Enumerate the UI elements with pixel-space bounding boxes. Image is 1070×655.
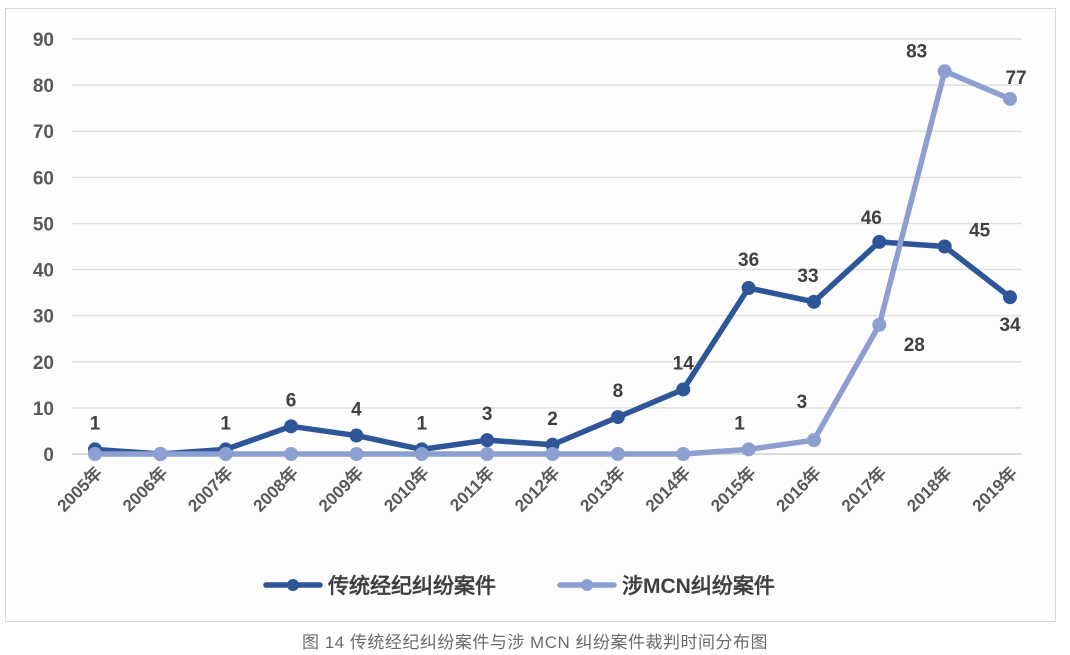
data-label: 3: [482, 404, 493, 425]
y-tick-label: 60: [33, 168, 54, 189]
legend-label: 传统经纪纠纷案件: [327, 574, 496, 598]
legend-item-traditional: 传统经纪纠纷案件: [263, 574, 496, 598]
data-point-marker: [284, 419, 299, 434]
data-point-marker: [480, 433, 495, 448]
data-point-marker: [545, 447, 560, 461]
data-label: 3: [797, 392, 808, 413]
data-label: 1: [220, 413, 231, 434]
x-tick-label: 2008年: [249, 463, 302, 516]
series-line: [92, 68, 1013, 457]
y-axis-ticks: 0 10 20 30 40 50 60 70 80 90: [33, 30, 54, 466]
data-label: 1: [734, 413, 745, 434]
x-tick-label: 2018年: [903, 463, 956, 516]
data-point-marker: [284, 447, 299, 461]
y-tick-label: 70: [33, 122, 54, 143]
legend-item-mcn: 涉MCN纠纷案件: [557, 574, 775, 598]
x-tick-label: 2016年: [772, 463, 825, 516]
series-mcn: [88, 64, 1018, 461]
x-tick-label: 2017年: [837, 463, 890, 516]
data-point-marker: [676, 447, 691, 461]
data-point-marker: [153, 447, 168, 461]
y-tick-label: 50: [33, 214, 54, 235]
data-point-marker: [88, 447, 102, 461]
data-label: 2: [547, 409, 558, 430]
data-point-marker: [676, 382, 691, 397]
data-label: 34: [999, 315, 1021, 336]
data-label: 28: [904, 335, 925, 356]
data-label: 83: [906, 41, 927, 62]
data-point-marker: [872, 317, 887, 332]
data-point-marker: [937, 239, 952, 254]
data-label: 14: [673, 353, 695, 374]
x-tick-label: 2007年: [184, 463, 237, 516]
data-point-marker: [806, 294, 821, 309]
x-axis-ticks: 2005年 2006年 2007年 2008年 2009年 2010年 2011年 2012年…: [53, 463, 1021, 516]
data-label: 77: [1005, 68, 1026, 89]
data-label: 1: [90, 413, 101, 434]
x-tick-label: 2011年: [446, 463, 498, 515]
data-point-marker: [741, 281, 756, 295]
x-tick-label: 2014年: [641, 463, 694, 516]
data-label: 1: [417, 413, 428, 434]
data-point-marker: [414, 447, 429, 461]
data-label: 6: [286, 390, 297, 411]
data-point-marker: [741, 442, 756, 457]
figure-caption: 图 14 传统经纪纠纷案件与涉 MCN 纠纷案件裁判时间分布图: [301, 633, 768, 652]
y-tick-label: 10: [33, 399, 54, 420]
data-point-marker: [218, 447, 233, 461]
data-point-marker: [610, 410, 625, 425]
data-point-marker: [1003, 91, 1018, 106]
x-tick-label: 2009年: [314, 463, 367, 516]
y-tick-label: 0: [43, 445, 54, 466]
x-tick-label: 2005年: [53, 463, 106, 516]
x-tick-label: 2019年: [968, 463, 1021, 516]
line-chart: 0 10 20 30 40 50 60 70 80 90 2005年 2006年 2007年 2008年…: [33, 30, 1027, 598]
x-tick-label: 2012年: [510, 463, 563, 516]
x-tick-label: 2010年: [380, 463, 433, 516]
data-point-marker: [1003, 290, 1018, 305]
legend-label: 涉MCN纠纷案件: [622, 574, 775, 598]
x-tick-label: 2013年: [576, 463, 629, 516]
y-tick-label: 20: [33, 353, 54, 374]
data-point-marker: [806, 433, 821, 448]
data-point-marker: [872, 234, 887, 249]
data-label: 36: [738, 250, 759, 271]
data-label: 8: [613, 381, 624, 402]
data-label: 4: [351, 400, 362, 421]
x-tick-label: 2015年: [707, 463, 760, 516]
legend: 传统经纪纠纷案件 涉MCN纠纷案件: [263, 574, 775, 598]
data-label: 45: [969, 221, 991, 242]
data-label: 33: [797, 266, 818, 287]
data-point-marker: [349, 447, 364, 461]
x-tick-label: 2006年: [118, 463, 171, 516]
y-tick-label: 90: [33, 30, 54, 51]
data-label: 46: [861, 208, 882, 229]
y-tick-label: 30: [33, 307, 54, 328]
legend-marker-icon: [581, 579, 593, 591]
series-lines: [88, 64, 1018, 461]
legend-marker-icon: [287, 579, 299, 591]
data-point-marker: [480, 447, 495, 461]
y-tick-label: 80: [33, 76, 54, 97]
data-point-marker: [610, 447, 625, 461]
data-point-marker: [937, 64, 952, 79]
data-point-marker: [349, 428, 364, 443]
y-tick-label: 40: [33, 261, 54, 282]
